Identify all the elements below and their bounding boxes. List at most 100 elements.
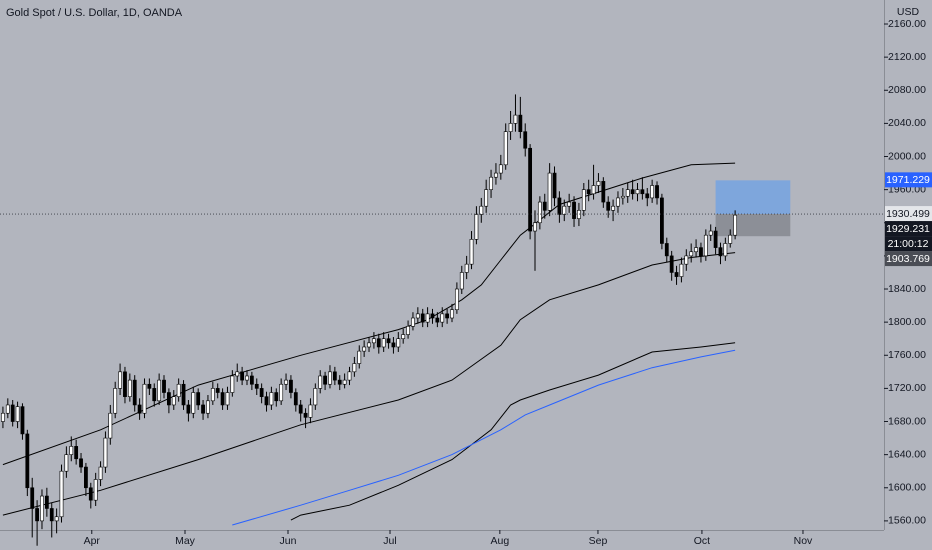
candle-body: [498, 164, 503, 174]
y-tick-label: 2120.00: [888, 51, 926, 63]
candle-body: [537, 201, 542, 224]
candle-body: [10, 404, 15, 422]
candle-body: [357, 350, 362, 364]
candle-body: [186, 404, 191, 414]
candle-body: [284, 379, 288, 385]
candle-body: [547, 172, 552, 211]
price-label: 1930.499: [886, 208, 930, 220]
candle-body: [157, 379, 162, 402]
candle-body: [630, 189, 635, 195]
candle-body: [567, 201, 572, 207]
x-tick-label: Oct: [694, 535, 710, 547]
candle-body: [137, 404, 142, 414]
candle-body: [196, 392, 201, 406]
candle-body: [54, 516, 59, 522]
candle-body: [606, 201, 611, 211]
candle-body: [601, 181, 606, 203]
candle-body: [328, 371, 332, 385]
candle-body: [406, 325, 410, 335]
candle-body: [420, 313, 425, 323]
candle-body: [303, 412, 308, 418]
candle-body: [479, 205, 484, 215]
stop-zone: [715, 214, 791, 237]
candle-body: [235, 371, 240, 377]
candle-body: [279, 383, 284, 402]
candle-body: [699, 247, 703, 257]
candle-body: [206, 400, 210, 414]
candle-body: [30, 487, 35, 509]
candle-body: [181, 383, 186, 406]
candle-body: [508, 123, 513, 132]
countdown-label: 21:00:12: [888, 238, 929, 250]
candle-body: [69, 446, 74, 455]
candle-body: [142, 383, 147, 414]
x-tick-label: Aug: [490, 535, 509, 547]
candle-body: [332, 371, 337, 381]
candle-body: [25, 433, 30, 489]
candle-body: [503, 131, 508, 166]
price-label: 1971.229: [886, 174, 930, 186]
y-tick-label: 2160.00: [888, 18, 926, 30]
candle-body: [264, 396, 269, 406]
candle-body: [523, 131, 528, 149]
candle-body: [323, 375, 327, 385]
indicator-line: [2, 162, 736, 466]
candle-body: [484, 189, 489, 207]
candle-body: [215, 388, 220, 393]
candle-body: [625, 189, 630, 197]
candle-body: [376, 338, 381, 348]
candle-body: [372, 338, 376, 344]
candle-body: [352, 363, 357, 373]
candle-body: [152, 388, 157, 402]
candle-body: [464, 263, 469, 273]
chart-title: Gold Spot / U.S. Dollar, 1D, OANDA: [6, 7, 183, 19]
x-tick-label: Jun: [280, 535, 297, 547]
candle-body: [435, 317, 440, 323]
y-tick-label: 1640.00: [888, 448, 926, 460]
candle-body: [581, 189, 586, 211]
candle-body: [718, 247, 723, 257]
candle-body: [59, 470, 64, 518]
candle-body: [454, 288, 459, 311]
candle-body: [347, 371, 352, 381]
candle-body: [430, 313, 435, 319]
candle-body: [162, 379, 166, 393]
countdown-bg: [885, 236, 932, 252]
y-tick-label: 2040.00: [888, 117, 926, 129]
candle-body: [655, 185, 659, 199]
candle-body: [337, 379, 342, 385]
candle-body: [474, 214, 479, 240]
candle-body: [596, 181, 601, 186]
candle-body: [74, 446, 79, 460]
indicator-line: [232, 349, 736, 526]
candle-body: [616, 197, 620, 207]
price-label-bg: [885, 251, 932, 267]
candle-body: [708, 230, 713, 236]
candle-body: [5, 404, 10, 414]
candle-body: [269, 392, 274, 406]
candle-body: [723, 243, 728, 257]
candle-body: [44, 495, 49, 509]
price-label: 1903.769: [886, 253, 930, 265]
price-label-bg: [885, 221, 932, 237]
candle-body: [674, 272, 679, 277]
candle-body: [640, 189, 645, 195]
x-tick-label: Sep: [589, 535, 608, 547]
y-tick-label: 1720.00: [888, 382, 926, 394]
candle-body: [445, 313, 450, 319]
candle-body: [381, 338, 386, 348]
candle-body: [259, 388, 264, 397]
candle-body: [289, 379, 293, 393]
candle-body: [513, 114, 518, 124]
y-tick-label: 1800.00: [888, 316, 926, 328]
candle-body: [396, 338, 401, 348]
candle-body: [293, 392, 298, 406]
candle-body: [620, 195, 625, 199]
candle-body: [552, 172, 557, 199]
candle-body: [733, 214, 738, 236]
candle-body: [713, 230, 718, 248]
candle-body: [703, 234, 708, 257]
x-tick-label: May: [175, 535, 196, 547]
candle-body: [342, 379, 347, 385]
